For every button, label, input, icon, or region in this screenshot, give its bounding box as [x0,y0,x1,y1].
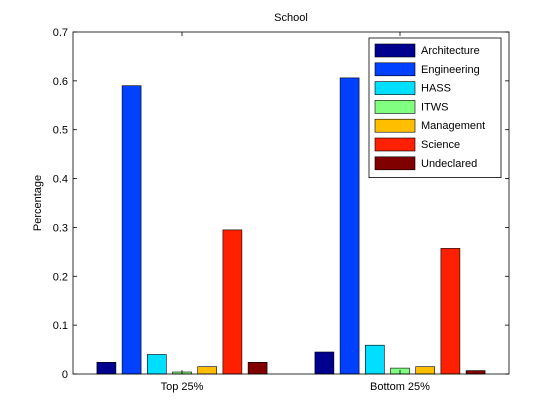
legend-label-science: Science [421,139,460,151]
legend-label-management: Management [421,120,485,132]
bars-group [96,77,486,375]
legend-swatch-undeclared [374,156,416,171]
x-tick-label: Bottom 25% [370,381,430,393]
y-tick-label: 0.1 [53,320,68,332]
bar-science-1 [440,248,461,375]
bar-science-0 [222,229,243,375]
y-tick-label: 0.4 [53,174,68,186]
legend-label-hass: HASS [421,83,451,95]
legend-swatch-itws [374,100,416,114]
bar-hass-1 [364,344,385,375]
y-tick-label: 0.6 [53,76,68,88]
y-axis-label: Percentage [32,175,44,231]
y-tick-label: 0.5 [53,125,68,137]
legend-swatch-hass [374,81,416,95]
chart-title: School [274,12,308,24]
bar-undeclared-1 [465,370,486,375]
y-tick-label: 0 [62,369,68,381]
y-tick-label: 0.3 [53,222,68,234]
legend-label-engineering: Engineering [421,64,480,76]
legend-swatch-management [374,118,416,133]
bar-management-1 [415,366,436,375]
legend-swatch-engineering [374,62,416,77]
axes-group: 0 0.1 0.2 0.3 0.4 0.5 0.6 0.7 Top 25% Bottom 25% [53,27,510,393]
bar-hass-0 [147,354,167,375]
y-tick-label: 0.2 [53,271,68,283]
legend-label-itws: ITWS [421,101,449,113]
legend-label-architecture: Architecture [421,45,480,57]
legend-swatch-science [374,137,416,152]
legend: Architecture Engineering HASS ITWS Managemen… [368,37,502,179]
bar-architecture-1 [314,351,335,375]
bar-architecture-0 [96,361,117,375]
bar-management-0 [197,366,217,375]
bar-engineering-0 [121,85,142,375]
legend-label-undeclared: Undeclared [421,158,477,170]
legend-swatch-architecture [374,43,416,58]
bar-engineering-1 [339,77,360,375]
axes-frame [72,31,510,375]
x-tick-label: Top 25% [161,381,204,393]
bar-undeclared-0 [247,361,268,375]
y-tick-label: 0.7 [53,27,68,39]
